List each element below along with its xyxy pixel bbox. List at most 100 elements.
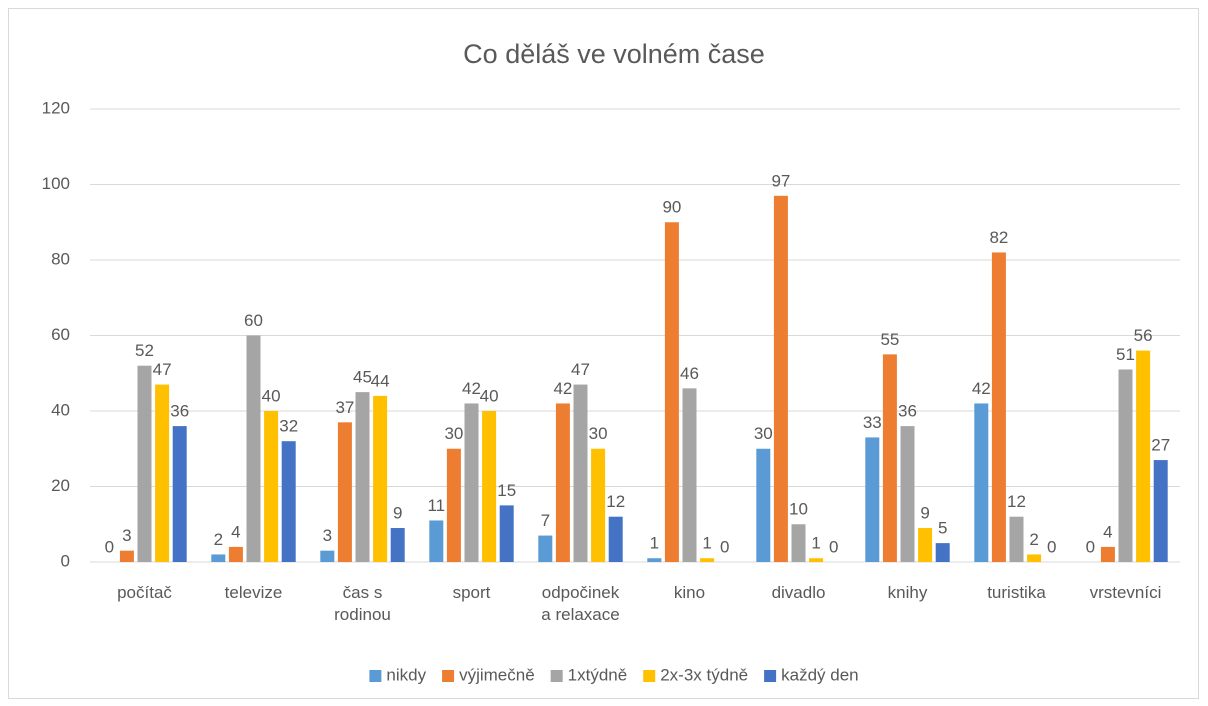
y-tick-label: 80 (51, 249, 70, 268)
data-label: 5 (938, 519, 947, 538)
data-label: 3 (122, 526, 131, 545)
data-label: 40 (262, 386, 281, 405)
bar (211, 554, 226, 562)
bar (1027, 554, 1042, 562)
x-tick-label: sport (452, 583, 491, 602)
y-tick-label: 100 (42, 174, 70, 193)
data-label: 82 (989, 228, 1008, 247)
legend-swatch (764, 670, 777, 682)
data-label: 1 (650, 534, 659, 553)
bar (682, 388, 697, 562)
data-label: 97 (771, 171, 790, 190)
data-label: 9 (920, 504, 929, 523)
legend-label: 1xtýdně (568, 665, 628, 684)
y-tick-label: 40 (51, 400, 70, 419)
x-tick-label: kino (673, 583, 706, 602)
data-label: 45 (353, 368, 372, 387)
data-label: 40 (480, 386, 499, 405)
data-label: 30 (589, 424, 608, 443)
bar (373, 395, 388, 562)
bar (935, 543, 950, 562)
x-tick-label: knihy (887, 583, 928, 602)
data-label: 1 (811, 534, 820, 553)
bar (446, 448, 461, 562)
legend-label: nikdy (386, 665, 426, 684)
bar (918, 528, 933, 562)
bar (499, 505, 514, 562)
data-label: 0 (1086, 537, 1095, 556)
x-tick-label-box: vrstevníci (1089, 583, 1162, 602)
data-label: 11 (427, 496, 445, 515)
data-label: 12 (606, 492, 625, 511)
x-tick-label: čas s rodinou (334, 583, 391, 624)
bar (172, 426, 187, 562)
data-label: 42 (553, 379, 572, 398)
data-label: 33 (863, 413, 882, 432)
bar (573, 384, 588, 562)
x-tick-label-box: turistika (987, 583, 1046, 602)
bar (1136, 350, 1151, 562)
bar (337, 422, 352, 562)
bar (228, 546, 243, 562)
bar (464, 403, 479, 562)
x-tick-label-box: kino (673, 583, 706, 602)
bar (1118, 369, 1133, 562)
bar (119, 550, 134, 562)
data-label: 56 (1134, 326, 1153, 345)
data-label: 47 (571, 360, 590, 379)
data-label: 37 (335, 398, 354, 417)
bar (264, 411, 279, 562)
bar (664, 222, 679, 562)
data-label: 15 (497, 481, 516, 500)
chart-title: Co děláš ve volném čase (463, 39, 765, 69)
legend-swatch (369, 670, 382, 682)
bar (246, 335, 261, 562)
bar (900, 426, 915, 562)
x-tick-label: turistika (987, 583, 1046, 602)
bar (429, 520, 444, 562)
bar (991, 252, 1006, 562)
bar (809, 558, 824, 562)
bar (538, 535, 553, 562)
bar (791, 524, 806, 562)
x-tick-label-box: knihy (887, 583, 928, 602)
bar (591, 448, 606, 562)
bar (608, 516, 623, 562)
y-tick-label: 20 (51, 476, 70, 495)
x-tick-label-box: sport (452, 583, 491, 602)
legend-swatch (643, 670, 656, 682)
bar (137, 365, 152, 562)
data-label: 0 (105, 537, 114, 556)
x-tick-label: odpočinek a relaxace (541, 583, 620, 624)
data-label: 0 (1047, 537, 1056, 556)
x-tick-label: vrstevníci (1089, 583, 1162, 602)
bar (882, 354, 897, 562)
bar (355, 392, 370, 562)
bar (865, 437, 880, 562)
data-label: 12 (1007, 492, 1026, 511)
x-tick-label: televize (224, 583, 283, 602)
data-label: 10 (789, 500, 808, 519)
data-label: 30 (754, 424, 773, 443)
data-label: 42 (972, 379, 991, 398)
data-label: 4 (1103, 522, 1112, 541)
legend-label: 2x-3x týdně (660, 665, 748, 684)
data-label: 3 (323, 526, 332, 545)
data-label: 36 (170, 402, 189, 421)
x-tick-label-box: televize (224, 583, 283, 602)
x-tick-label-box: počítač (117, 583, 172, 602)
legend-swatch (442, 670, 455, 682)
bar (756, 448, 771, 562)
bar (482, 411, 497, 562)
data-label: 90 (662, 198, 681, 217)
data-label: 0 (829, 537, 838, 556)
x-tick-label-box: divadlo (772, 583, 826, 602)
bar (390, 528, 405, 562)
data-label: 60 (244, 311, 263, 330)
data-label: 9 (393, 504, 402, 523)
y-tick-label: 60 (51, 325, 70, 344)
bar (1009, 516, 1024, 562)
data-label: 44 (371, 371, 390, 390)
data-label: 47 (153, 360, 172, 379)
bar (1153, 460, 1168, 562)
